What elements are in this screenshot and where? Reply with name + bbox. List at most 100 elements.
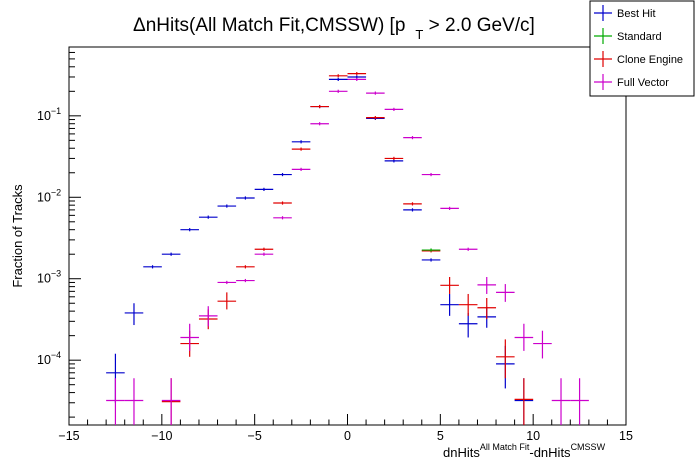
data-point <box>347 71 367 76</box>
data-point <box>143 265 162 269</box>
data-point <box>236 278 255 283</box>
data-point <box>106 378 125 425</box>
data-point <box>421 248 441 252</box>
data-point <box>291 140 311 144</box>
legend-box <box>589 0 695 97</box>
data-point <box>458 247 478 251</box>
chart-title: ΔnHits(All Match Fit,CMSSW) [p T > 2.0 Ge… <box>133 15 535 42</box>
data-point <box>328 77 348 82</box>
data-point <box>440 277 459 294</box>
data-point <box>384 156 404 161</box>
data-point <box>440 206 459 211</box>
data-point <box>496 339 515 379</box>
y-tick-label: 10−2 <box>37 187 61 204</box>
data-point <box>310 122 329 126</box>
y-tick-label: 10−1 <box>37 106 61 123</box>
title-tail: > 2.0 GeV/c] <box>423 15 534 36</box>
data-point <box>328 74 348 78</box>
legend-entry: Clone Engine <box>594 51 683 67</box>
data-point <box>180 228 199 232</box>
data-point <box>328 89 348 93</box>
y-tick-labels: 10−1 10−2 10−3 10−4 <box>37 106 61 367</box>
data-point <box>198 306 218 327</box>
data-point <box>198 215 218 219</box>
data-point <box>217 292 237 310</box>
data-point <box>496 284 515 302</box>
data-point <box>421 172 441 177</box>
data-point <box>440 293 459 316</box>
series-full-vector <box>106 77 589 425</box>
y-tick-label: 10−4 <box>37 350 61 367</box>
x-label-b-sup: CMSSW <box>571 442 606 452</box>
x-tick-label: −10 <box>151 429 172 443</box>
data-point <box>347 77 367 82</box>
data-point <box>236 265 255 269</box>
legend-entry: Full Vector <box>594 74 669 90</box>
title-main: nHits(All Match Fit,CMSSW) [p <box>146 15 406 36</box>
data-point <box>403 202 422 206</box>
data-point <box>291 167 311 171</box>
x-tick-label: −15 <box>58 429 79 443</box>
x-label-a-sup: All Match Fit <box>480 442 530 452</box>
data-point <box>273 172 292 177</box>
x-tick-labels: −15 −10 −5 0 5 10 15 <box>58 429 633 443</box>
data-point <box>403 208 422 212</box>
data-point <box>273 201 292 205</box>
data-point <box>514 378 534 425</box>
legend-entry: Standard <box>594 28 662 44</box>
data-point <box>273 216 292 220</box>
legend-label: Clone Engine <box>617 54 683 66</box>
data-point <box>384 107 404 111</box>
data-point <box>124 303 144 326</box>
data-point <box>161 252 181 256</box>
data-point <box>161 378 181 425</box>
legend-label: Standard <box>617 31 662 43</box>
data-point <box>403 136 422 140</box>
data-point <box>366 116 385 120</box>
legend-label: Best Hit <box>617 8 656 20</box>
data-point <box>310 104 329 109</box>
data-point <box>477 277 497 294</box>
y-tick-label: 10−3 <box>37 269 61 286</box>
data-point <box>236 196 255 200</box>
data-series <box>106 71 589 425</box>
x-tick-label: 0 <box>344 429 351 443</box>
title-delta: Δ <box>133 15 146 36</box>
data-point <box>291 147 311 151</box>
data-point <box>551 378 571 425</box>
data-point <box>217 280 237 285</box>
x-tick-label: 10 <box>526 429 540 443</box>
title-subscript: T <box>415 27 423 42</box>
x-axis-label: dnHitsAll Match Fit-dnHitsCMSSW <box>443 442 606 460</box>
x-tick-label: −5 <box>248 429 262 443</box>
data-point <box>217 204 237 208</box>
plot-frame <box>68 46 627 426</box>
series-standard <box>421 248 441 252</box>
axis-ticks <box>68 51 627 425</box>
data-point <box>124 378 144 425</box>
data-point <box>254 252 274 256</box>
data-point <box>570 378 589 425</box>
series-clone-engine <box>161 71 534 425</box>
legend: Best Hit Standard Clone Engine Full Vector <box>589 0 695 97</box>
data-point <box>180 323 199 351</box>
data-point <box>477 297 497 320</box>
data-point <box>421 258 441 262</box>
data-point <box>366 91 385 95</box>
data-point <box>514 323 534 351</box>
x-tick-label: 15 <box>619 429 633 443</box>
series-best-hit <box>106 75 534 425</box>
data-point <box>458 293 478 316</box>
data-point <box>458 312 478 338</box>
y-axis-label: Fraction of Tracks <box>10 184 25 288</box>
legend-entries: Best Hit Standard Clone Engine Full Vector <box>594 5 683 90</box>
x-label-a: dnHits <box>443 445 480 460</box>
legend-entry: Best Hit <box>594 5 656 21</box>
data-point <box>254 247 274 251</box>
x-label-b: -dnHits <box>529 445 571 460</box>
data-point <box>254 187 274 191</box>
x-tick-label: 5 <box>437 429 444 443</box>
legend-label: Full Vector <box>617 77 669 89</box>
data-point <box>533 330 552 359</box>
